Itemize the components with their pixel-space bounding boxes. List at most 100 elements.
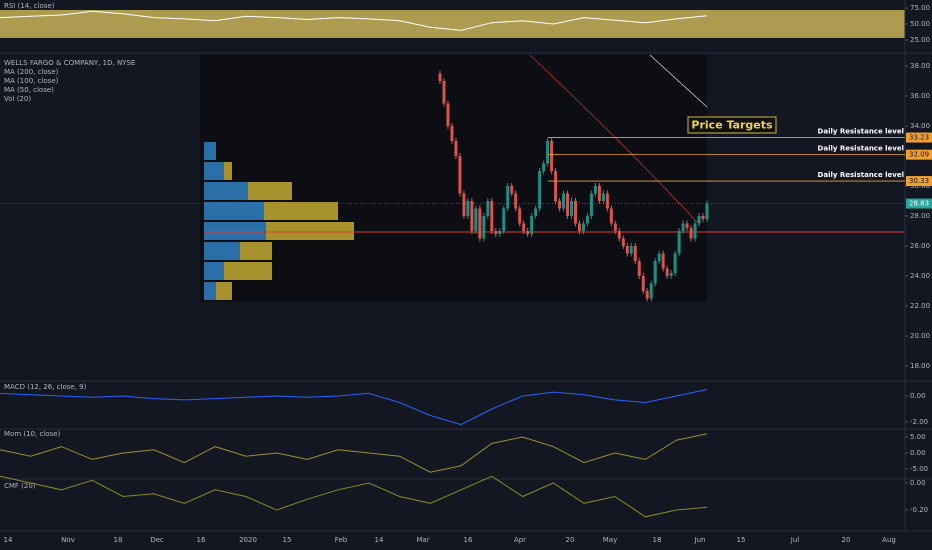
candle [546, 141, 550, 164]
x-tick-label: Feb [335, 536, 348, 544]
price-tag [906, 132, 932, 143]
candle [577, 223, 581, 231]
pane-legend: MA (50, close) [4, 86, 54, 94]
candle [446, 103, 450, 126]
candle [597, 186, 601, 201]
macd-line [0, 389, 708, 426]
y-tick-label: 18.00 [910, 362, 930, 370]
candle [470, 201, 474, 231]
x-tick-label: 18 [653, 536, 662, 544]
candle [701, 216, 705, 219]
vp-bar [204, 202, 264, 220]
y-tick-label: -2.00 [910, 418, 928, 426]
candle [705, 203, 709, 219]
candle [601, 193, 605, 201]
candle [573, 201, 577, 224]
pane-legend: Vol (20) [4, 95, 31, 103]
candle [693, 223, 697, 239]
y-tick-label: 0.00 [910, 479, 926, 487]
candle [538, 171, 542, 209]
candle [566, 193, 570, 216]
candle [454, 141, 458, 156]
candle [542, 163, 546, 171]
x-tick-label: 15 [283, 536, 292, 544]
candle [514, 193, 518, 209]
x-tick-label: Jun [694, 536, 706, 544]
vp-bar [264, 202, 338, 220]
candle [653, 261, 657, 284]
candle [673, 253, 677, 273]
candle [466, 201, 470, 216]
candle [585, 216, 589, 224]
x-tick-label: 20 [842, 536, 851, 544]
candle [665, 268, 669, 276]
x-tick-label: 18 [114, 536, 123, 544]
price-tag [906, 176, 932, 187]
y-tick-label: -5.00 [910, 465, 928, 473]
candle [486, 201, 490, 216]
candle [530, 216, 534, 234]
price-tag-label: 33.23 [909, 134, 929, 142]
candle [605, 193, 609, 209]
candle [438, 73, 442, 81]
candle [681, 223, 685, 231]
pane-legend: CMF (20) [4, 482, 36, 490]
candle [450, 126, 454, 141]
y-tick-label: 25.00 [910, 36, 930, 44]
x-tick-label: 15 [737, 536, 746, 544]
candle [558, 201, 562, 209]
y-tick-label: 50.00 [910, 20, 930, 28]
x-tick-label: 16 [464, 536, 473, 544]
vp-bar [224, 262, 272, 280]
vp-bar [204, 282, 216, 300]
candle [685, 223, 689, 228]
vp-bar [204, 142, 216, 160]
candle [478, 208, 482, 239]
candle [498, 231, 502, 234]
candle [474, 208, 478, 231]
candle [593, 186, 597, 194]
pane-legend: MA (200, close) [4, 68, 59, 76]
targets-title: Price Targets [691, 119, 773, 132]
y-tick-label: 0.00 [910, 392, 926, 400]
price-tag [906, 198, 932, 209]
candle [657, 253, 661, 261]
candle [534, 208, 538, 216]
vp-bar [216, 282, 232, 300]
candle [613, 223, 617, 231]
x-tick-label: Apr [514, 536, 526, 544]
targets-box [687, 116, 777, 134]
candle [645, 291, 649, 299]
candle [617, 231, 621, 239]
profile-area [200, 55, 707, 302]
y-tick-label: 34.00 [910, 122, 930, 130]
x-tick-label: Dec [150, 536, 164, 544]
candle [462, 193, 466, 216]
resistance-label: Daily Resistance level [818, 171, 904, 179]
candle [510, 186, 514, 194]
candle [609, 208, 613, 224]
volume-profile [204, 142, 354, 300]
candle [637, 261, 641, 276]
pane-legend: MACD (12, 26, close, 9) [4, 383, 87, 391]
y-tick-label: 75.00 [910, 4, 930, 12]
candle [669, 273, 673, 276]
x-tick-label: 2020 [239, 536, 257, 544]
y-tick-label: 26.00 [910, 242, 930, 250]
pane-legend: RSI (14, close) [4, 2, 55, 10]
x-tick-label: 14 [4, 536, 13, 544]
price-tag-label: 28.83 [909, 200, 929, 208]
resistance-label: Daily Resistance level [818, 145, 904, 153]
candle [589, 193, 593, 216]
x-tick-label: 14 [375, 536, 384, 544]
candle [697, 216, 701, 224]
candle [621, 238, 625, 246]
vp-bar [224, 162, 232, 180]
x-tick-label: 20 [566, 536, 575, 544]
x-tick-label: Aug [882, 536, 896, 544]
candle [641, 276, 645, 291]
price-tag [906, 149, 932, 160]
y-tick-label: -0.20 [910, 506, 928, 514]
y-tick-label: 24.00 [910, 272, 930, 280]
candle [661, 253, 665, 269]
